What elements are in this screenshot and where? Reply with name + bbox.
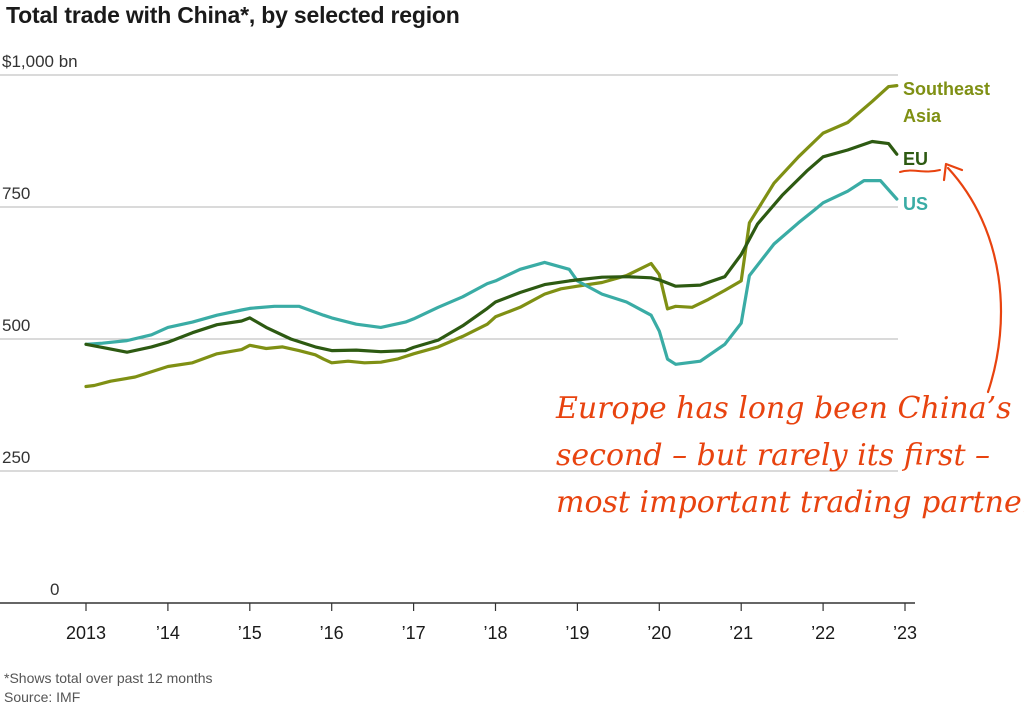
y-axis-tick-labels: 0 250 500 750 $1,000 bn xyxy=(2,52,78,599)
annotation-line-3: most important trading partner xyxy=(556,485,1024,520)
series-label-eu: EU xyxy=(903,149,928,169)
x-tick-label-2013: 2013 xyxy=(66,623,106,643)
x-tick-label-2020: ’20 xyxy=(647,623,671,643)
series-line-us xyxy=(84,179,899,366)
footnote: *Shows total over past 12 months xyxy=(4,670,213,686)
series-line-eu xyxy=(84,139,899,354)
annotation-underline xyxy=(899,169,941,173)
x-axis: 2013 ’14 ’15 ’16 ’17 ’18 ’19 ’20 ’21 ’22 ’23 xyxy=(0,602,917,643)
x-tick-label-2022: ’22 xyxy=(811,623,835,643)
series-label-us: US xyxy=(903,194,928,214)
y-tick-label-500: 500 xyxy=(2,316,30,335)
series-label-southeast-asia: Southeast Asia xyxy=(903,79,990,126)
x-tick-label-2023: ’23 xyxy=(893,623,917,643)
y-tick-label-750: 750 xyxy=(2,184,30,203)
y-tick-label-0: 0 xyxy=(50,580,59,599)
y-tick-label-1000: $1,000 bn xyxy=(2,52,78,71)
annotation-line-2: second – but rarely its first – xyxy=(556,438,990,473)
x-tick-label-2014: ’14 xyxy=(156,623,180,643)
x-tick-label-2016: ’16 xyxy=(320,623,344,643)
x-tick-label-2017: ’17 xyxy=(402,623,426,643)
x-tick-label-2019: ’19 xyxy=(565,623,589,643)
annotation-arrowhead xyxy=(942,162,964,182)
gridlines xyxy=(0,74,898,472)
y-tick-label-250: 250 xyxy=(2,448,30,467)
source-note: Source: IMF xyxy=(4,689,81,705)
series-line-southeast-asia xyxy=(84,83,899,389)
series-lines xyxy=(84,83,899,389)
x-tick-label-2018: ’18 xyxy=(483,623,507,643)
chart-title: Total trade with China*, by selected reg… xyxy=(6,2,460,28)
annotation-arrow xyxy=(946,166,1003,394)
x-tick-label-2021: ’21 xyxy=(729,623,753,643)
x-tick-label-2015: ’15 xyxy=(238,623,262,643)
series-labels: Southeast Asia EU US xyxy=(903,79,990,214)
annotation: Europe has long been China’s second – bu… xyxy=(555,162,1024,520)
annotation-line-1: Europe has long been China’s xyxy=(555,391,1012,426)
